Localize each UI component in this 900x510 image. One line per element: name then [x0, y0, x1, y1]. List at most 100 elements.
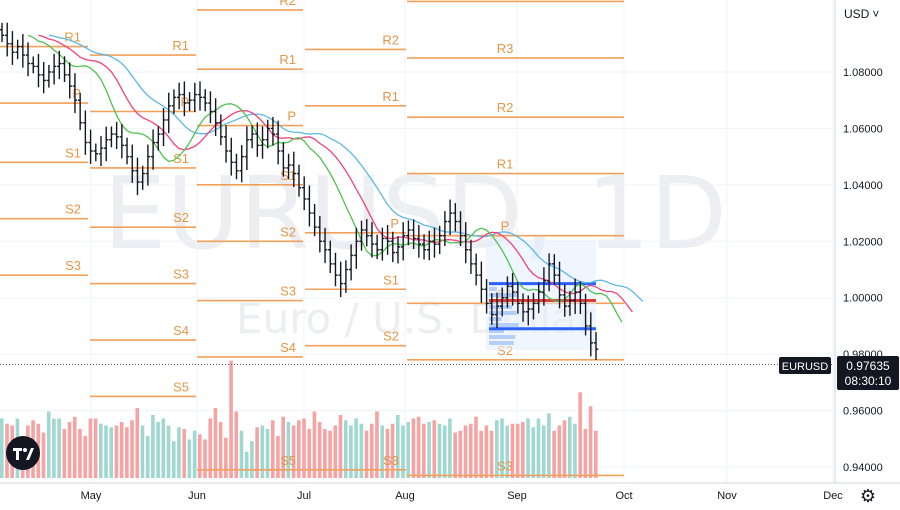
- ohlc-bar: [62, 56, 67, 83]
- ohlc-bar: [302, 176, 307, 211]
- currency-selector[interactable]: USD ˅: [838, 3, 886, 25]
- volume-bar: [177, 427, 181, 478]
- ohlc-bar: [447, 199, 453, 236]
- ohlc-bar: [124, 137, 130, 165]
- ohlc-bar: [260, 126, 265, 159]
- volume-bar: [468, 423, 473, 478]
- ohlc-bar: [531, 292, 536, 320]
- volume-bar: [260, 425, 265, 478]
- volume-bar: [187, 439, 192, 478]
- ohlc-bar: [67, 62, 72, 99]
- ohlc-bar: [182, 81, 187, 117]
- ohlc-bar: [421, 234, 427, 260]
- y-axis-label: 1.02000: [843, 236, 883, 248]
- volume-bar: [437, 423, 442, 478]
- ohlc-bar: [234, 153, 239, 180]
- ohlc-bar: [0, 22, 5, 43]
- volume-bar: [474, 416, 478, 478]
- ohlc-bar: [479, 261, 484, 303]
- ohlc-bar: [265, 119, 270, 149]
- volume-bar: [375, 411, 379, 478]
- ohlc-bar: [494, 292, 500, 329]
- ohlc-bar: [359, 220, 364, 251]
- ohlc-bar: [328, 240, 333, 273]
- ohlc-bar: [526, 295, 531, 326]
- volume-bar: [349, 425, 353, 478]
- ohlc-bar: [130, 144, 135, 183]
- ohlc-bar: [401, 222, 406, 261]
- ohlc-bar: [145, 144, 151, 186]
- ohlc-bar: [229, 137, 234, 176]
- volume-bar: [333, 425, 338, 478]
- ohlc-bar: [380, 227, 385, 261]
- volume-bar: [250, 441, 254, 478]
- pivot-label: P: [287, 109, 296, 124]
- volume-bar: [489, 430, 494, 478]
- volume-bar: [567, 416, 572, 478]
- y-axis-label: 1.06000: [843, 123, 883, 135]
- volume-bar: [552, 430, 556, 478]
- volume-bar: [67, 422, 72, 478]
- ohlc-bar: [119, 123, 125, 159]
- pivot-label: R2: [382, 32, 399, 47]
- pivot-label: S2: [383, 329, 399, 344]
- ohlc-bar: [281, 142, 286, 177]
- ohlc-bar: [41, 62, 46, 94]
- x-axis-label: Dec: [823, 490, 843, 502]
- volume-bar: [52, 418, 56, 478]
- x-axis-label: Sep: [507, 490, 527, 502]
- ohlc-bar: [72, 73, 78, 114]
- gear-icon[interactable]: ⚙: [859, 486, 877, 506]
- volume-bar: [411, 418, 416, 478]
- ohlc-bar: [223, 125, 229, 163]
- ohlc-bar: [192, 82, 197, 113]
- ohlc-bar: [442, 211, 448, 247]
- ohlc-bar: [15, 39, 20, 60]
- volume-bar: [427, 422, 431, 478]
- tradingview-logo-icon[interactable]: [6, 436, 40, 470]
- ohlc-bar: [468, 239, 474, 274]
- ohlc-bar: [244, 126, 250, 170]
- ohlc-bar: [562, 284, 567, 317]
- volume-bar: [203, 439, 207, 478]
- volume-bar: [406, 422, 411, 478]
- ohlc-bar: [520, 293, 526, 322]
- volume-bar: [448, 418, 452, 478]
- ohlc-bar: [374, 234, 380, 260]
- ohlc-bar: [291, 151, 296, 187]
- volume-bar: [140, 425, 145, 478]
- y-axis-label: 1.04000: [843, 180, 883, 192]
- pivot-label: P: [390, 216, 399, 231]
- pivot-label: S1: [383, 272, 399, 287]
- volume-bar: [338, 415, 343, 478]
- pivot-label: S3: [383, 453, 399, 468]
- x-axis-label: Aug: [395, 490, 415, 502]
- ohlc-bar: [140, 165, 145, 190]
- ohlc-bar: [364, 219, 369, 247]
- volume-bar: [307, 429, 312, 478]
- ohlc-bar: [593, 332, 599, 361]
- pivot-label: S5: [173, 379, 189, 394]
- ohlc-bar: [98, 135, 104, 167]
- volume-bar: [557, 425, 562, 478]
- profile-row: [489, 317, 502, 321]
- ohlc-bar: [218, 114, 224, 146]
- ohlc-bar: [583, 293, 588, 336]
- ohlc-bar: [57, 50, 62, 80]
- ohlc-bar: [156, 126, 161, 151]
- volume-bar: [239, 430, 244, 478]
- x-axis-label: Oct: [615, 490, 632, 502]
- ohlc-bar: [20, 34, 26, 68]
- ohlc-bar: [348, 244, 354, 281]
- volume-bar: [416, 416, 421, 478]
- pivot-label: S1: [65, 145, 81, 160]
- volume-bar: [171, 441, 176, 478]
- ohlc-bar: [312, 204, 317, 237]
- ohlc-bar: [166, 92, 171, 134]
- volume-bar: [276, 436, 280, 478]
- ohlc-bar: [322, 227, 328, 264]
- ohlc-bar: [203, 89, 208, 112]
